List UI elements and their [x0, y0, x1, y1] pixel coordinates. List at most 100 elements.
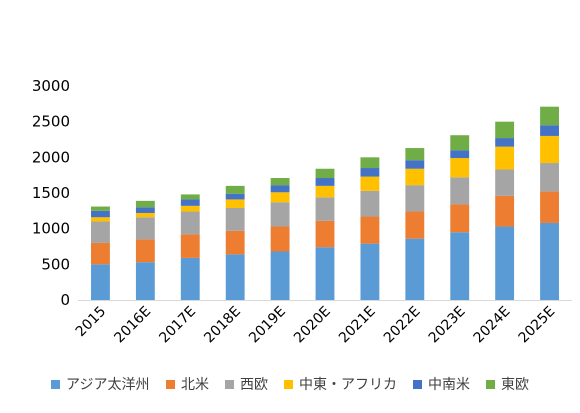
bar-stack-2020E — [315, 168, 335, 300]
bar-segment — [495, 226, 515, 300]
legend-label: 西欧 — [240, 377, 268, 393]
bar-segment — [270, 226, 290, 252]
bar-segment — [360, 176, 380, 191]
x-tick-label: 2023E — [426, 304, 469, 347]
bar-segment — [495, 146, 515, 170]
bar-segment — [225, 199, 245, 208]
bar-stack-2022E — [405, 148, 425, 300]
bar-segment — [540, 125, 559, 136]
bar-segment — [495, 169, 515, 196]
x-tick-label: 2017E — [156, 304, 199, 347]
bar-segment — [405, 148, 425, 161]
bar-segment — [405, 211, 425, 239]
bar-segment — [405, 168, 425, 186]
bar-segment — [180, 199, 200, 206]
x-tick-label: 2022E — [381, 304, 424, 347]
y-axis: 0 500 1000 1500 2000 2500 3000 — [32, 77, 70, 309]
bar-segment — [450, 150, 470, 159]
bar-segment — [91, 206, 110, 211]
bar-segment — [91, 217, 110, 222]
bar-segment — [315, 247, 335, 300]
bar-segment — [540, 222, 559, 300]
y-tick-label: 2500 — [32, 113, 70, 131]
bar-stack-2025E — [540, 106, 559, 300]
bar-segment — [135, 212, 155, 218]
bar-segment — [225, 185, 245, 194]
x-tick-label: 2018E — [201, 304, 244, 347]
bar-segment — [315, 197, 335, 221]
bar-segment — [91, 242, 110, 265]
bar-segment — [450, 204, 470, 233]
bar-segment — [270, 192, 290, 203]
bar-segment — [405, 238, 425, 300]
bar-segment — [405, 185, 425, 212]
x-tick-label: 2025E — [516, 304, 559, 347]
bar-segment — [315, 168, 335, 179]
bar-segment — [135, 217, 155, 240]
y-tick-label: 3000 — [32, 77, 70, 95]
legend-item: 東欧 — [486, 377, 529, 393]
bar-stack-2024E — [495, 121, 515, 300]
bar-segment — [91, 210, 110, 218]
bar-segment — [270, 185, 290, 193]
bar-segment — [225, 193, 245, 200]
bar-stack-2015 — [91, 206, 110, 300]
x-tick-label: 2021E — [336, 304, 379, 347]
bar-segment — [450, 232, 470, 300]
legend-item: 北米 — [166, 377, 209, 393]
bar-segment — [450, 177, 470, 205]
x-tick-label: 2015 — [73, 304, 110, 341]
bar-segment — [360, 216, 380, 244]
bar-segment — [180, 234, 200, 258]
bar-segment — [180, 257, 200, 300]
bar-segment — [495, 121, 515, 139]
bar-segment — [135, 239, 155, 263]
bar-segment — [91, 264, 110, 300]
legend-label: 東欧 — [501, 377, 529, 393]
bar-segment — [135, 262, 155, 300]
bar-segment — [540, 135, 559, 164]
legend-label: 中南米 — [428, 377, 470, 393]
legend-item: 中南米 — [413, 377, 470, 393]
bar-stack-2017E — [180, 194, 200, 300]
bar-segment — [135, 207, 155, 213]
bar-segment — [360, 168, 380, 177]
bar-segment — [315, 220, 335, 248]
bar-segment — [360, 157, 380, 169]
bar-segment — [450, 158, 470, 178]
bar-segment — [540, 163, 559, 192]
y-tick-label: 1000 — [32, 220, 70, 238]
x-tick-label: 2020E — [291, 304, 334, 347]
legend-swatch — [413, 380, 422, 389]
x-tick-label: 2019E — [246, 304, 289, 347]
x-tick-label: 2024E — [471, 304, 514, 347]
bar-segment — [450, 135, 470, 151]
bar-segment — [405, 160, 425, 169]
legend-item: アジア太洋州 — [51, 377, 149, 393]
x-axis: 2015 2016E 2017E 2018E 2019E 2020E 2021E 2022E 2… — [73, 300, 572, 347]
bar-segment — [360, 190, 380, 217]
legend-swatch — [51, 380, 60, 389]
bar-stack-2016E — [135, 200, 155, 300]
bar-stack-2018E — [225, 185, 245, 300]
legend-label: 北米 — [181, 377, 209, 393]
bar-segment — [495, 138, 515, 147]
bar-segment — [91, 221, 110, 243]
bar-segment — [180, 194, 200, 200]
bar-segment — [180, 211, 200, 235]
legend-item: 西欧 — [225, 377, 268, 393]
legend-swatch — [166, 380, 175, 389]
bar-segment — [225, 230, 245, 255]
bar-segment — [270, 178, 290, 186]
legend-swatch — [284, 380, 293, 389]
legend-swatch — [486, 380, 495, 389]
legend-label: アジア太洋州 — [66, 377, 149, 393]
legend-swatch — [225, 380, 234, 389]
bar-stack-2023E — [450, 135, 470, 300]
bar-segment — [135, 200, 155, 208]
bar-segment — [315, 178, 335, 186]
bar-stack-2021E — [360, 157, 380, 300]
x-tick-label: 2016E — [111, 304, 154, 347]
y-tick-label: 500 — [41, 255, 70, 273]
